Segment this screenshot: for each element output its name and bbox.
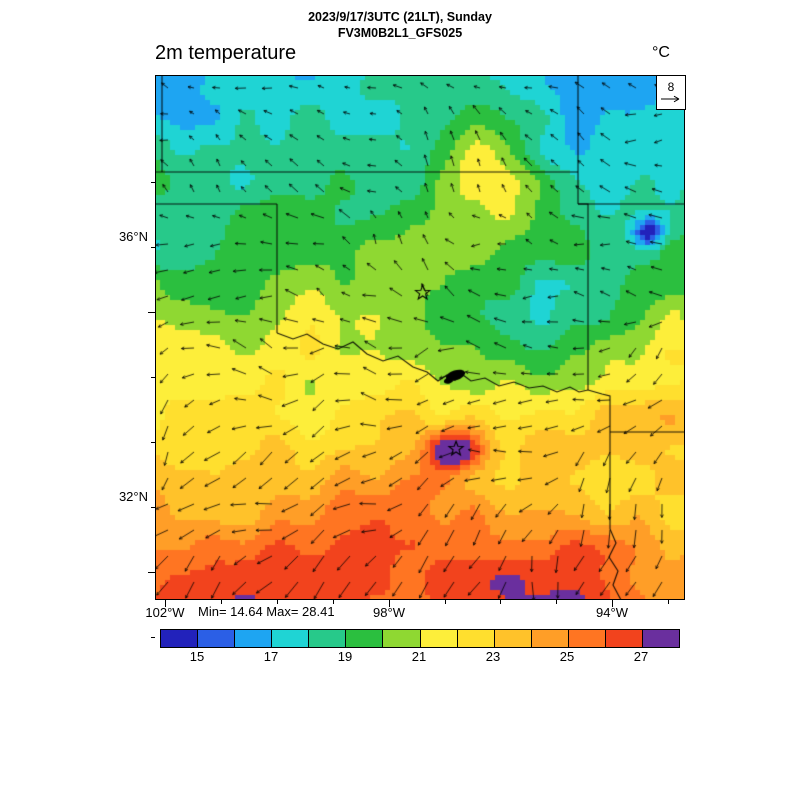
axis-tick [151, 247, 155, 248]
colorbar-segment [643, 630, 680, 647]
temperature-map-canvas [155, 75, 685, 600]
colorbar-tick-label: 15 [189, 649, 205, 664]
axis-tick [500, 600, 501, 604]
map-area [155, 75, 685, 600]
colorbar-segment [531, 630, 569, 647]
axis-tick [612, 600, 613, 607]
axis-tick [221, 600, 222, 604]
axis-tick [445, 600, 446, 604]
colorbar-segment [568, 630, 606, 647]
min-max-stats: Min= 14.64 Max= 28.41 [198, 604, 335, 619]
colorbar-tick-label: 27 [633, 649, 649, 664]
colorbar-segment [272, 630, 310, 647]
axis-tick [389, 600, 390, 607]
colorbar-segment [309, 630, 347, 647]
axis-tick [151, 442, 155, 443]
wind-reference-arrow-icon [661, 95, 680, 103]
header-datetime: 2023/9/17/3UTC (21LT), Sunday [308, 10, 492, 24]
units-label: °C [652, 44, 670, 61]
axis-tick [151, 377, 155, 378]
header-model-id: FV3M0B2L1_GFS025 [337, 26, 463, 40]
colorbar-segment [235, 630, 273, 647]
colorbar-tick-label: 21 [411, 649, 427, 664]
colorbar-segment [161, 630, 199, 647]
axis-tick [333, 600, 334, 604]
axis-tick [148, 572, 155, 573]
axis-tick [148, 312, 155, 313]
colorbar-tick-label: 25 [559, 649, 575, 664]
colorbar-segment [420, 630, 458, 647]
colorbar-segment [605, 630, 644, 647]
axis-tick [668, 600, 669, 604]
colorbar-segment [457, 630, 495, 647]
axis-tick [151, 507, 155, 508]
lat-tick-label-32n: 32°N [118, 489, 148, 504]
axis-tick [151, 182, 155, 183]
lon-tick-label-98w: 98°W [373, 605, 405, 620]
axis-tick [165, 600, 166, 607]
wind-reference-box: 8 [656, 75, 686, 110]
colorbar-tick-label: 23 [485, 649, 501, 664]
plot-title: 2m temperature [155, 42, 297, 64]
axis-tick [277, 600, 278, 604]
lon-tick-label-102w: 102°W [145, 605, 185, 620]
colorbar-tick-label: 17 [263, 649, 279, 664]
lon-tick-label-94w: 94°W [596, 605, 628, 620]
axis-tick [556, 600, 557, 604]
colorbar [160, 629, 680, 648]
colorbar-segment [494, 630, 532, 647]
axis-tick [151, 637, 155, 638]
wind-reference-value: 8 [667, 80, 675, 94]
colorbar-segment [198, 630, 236, 647]
lat-tick-label-36n: 36°N [118, 229, 148, 244]
colorbar-segment [346, 630, 384, 647]
colorbar-tick-label: 19 [337, 649, 353, 664]
colorbar-segment [383, 630, 421, 647]
